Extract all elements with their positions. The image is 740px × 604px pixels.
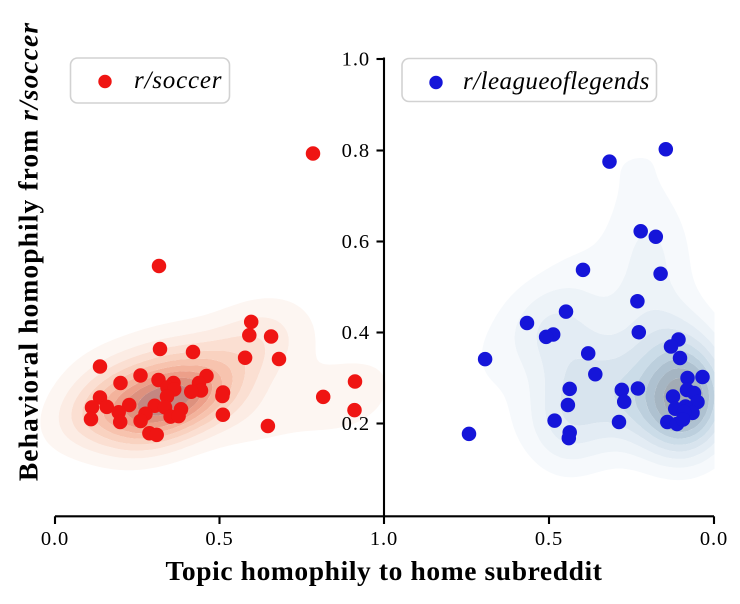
svg-text:r/leagueoflegends: r/leagueoflegends — [463, 68, 650, 95]
svg-text:0.2: 0.2 — [342, 413, 370, 435]
svg-text:Behavioral homophily from r/so: Behavioral homophily from r/soccer — [13, 22, 44, 481]
svg-text:0.8: 0.8 — [342, 140, 370, 162]
svg-text:1.0: 1.0 — [370, 528, 398, 550]
svg-text:0.0: 0.0 — [700, 528, 728, 550]
svg-text:0.5: 0.5 — [535, 528, 563, 550]
svg-text:Topic homophily to home subred: Topic homophily to home subreddit — [166, 555, 603, 586]
svg-text:0.0: 0.0 — [41, 528, 69, 550]
svg-text:1.0: 1.0 — [342, 49, 370, 71]
svg-text:0.6: 0.6 — [342, 231, 370, 253]
svg-text:0.5: 0.5 — [205, 528, 233, 550]
svg-text:r/soccer: r/soccer — [134, 67, 222, 94]
svg-text:0.4: 0.4 — [342, 322, 370, 344]
